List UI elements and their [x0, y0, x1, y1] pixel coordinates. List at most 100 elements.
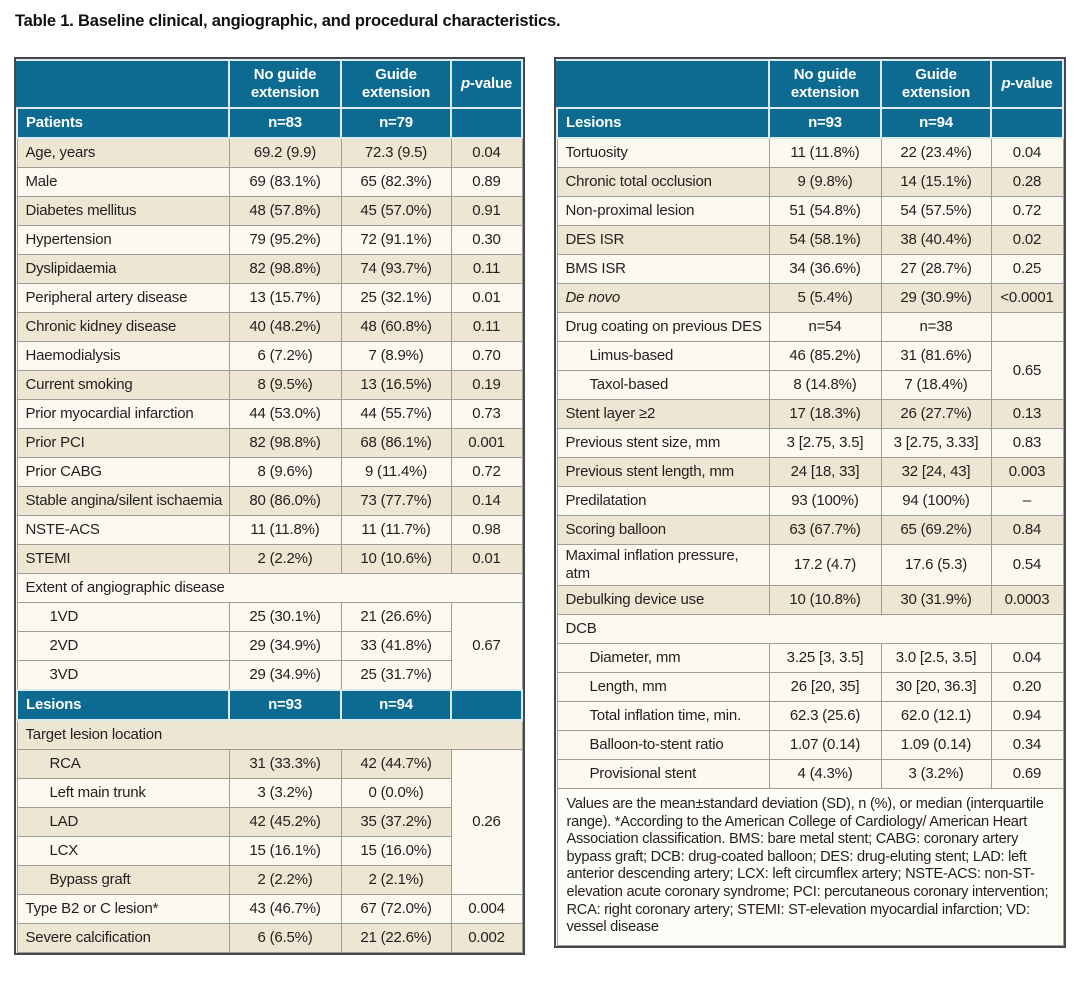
p-value-cell: 0.70 [450, 341, 523, 371]
p-value-cell: 0.13 [990, 399, 1064, 429]
p-value-cell: 0.04 [990, 137, 1064, 168]
left-column-header-row: No guide extension Guide extension p-val… [16, 59, 523, 109]
p-value-cell: 0.002 [450, 923, 523, 953]
value-cell: 3.25 [3, 3.5] [768, 643, 882, 673]
row-label: NSTE-ACS [16, 515, 230, 545]
value-cell: 65 (82.3%) [340, 167, 452, 197]
value-cell: 8 (14.8%) [768, 370, 882, 400]
value-cell: 80 (86.0%) [228, 486, 342, 516]
table-row: Male 69 (83.1%) 65 (82.3%) 0.89 [16, 167, 523, 197]
p-value-cell [990, 312, 1064, 342]
value-cell: 29 (34.9%) [228, 660, 342, 691]
p-value-cell: 0.72 [450, 457, 523, 487]
p-value-cell: 0.01 [450, 283, 523, 313]
table-row: Debulking device use 10 (10.8%) 30 (31.9%)… [556, 585, 1064, 615]
value-cell: 69.2 (9.9) [228, 137, 342, 168]
table-row: NSTE-ACS 11 (11.8%) 11 (11.7%) 0.98 [16, 515, 523, 545]
row-label: Debulking device use [556, 585, 770, 615]
p-value-cell: 0.01 [450, 544, 523, 574]
value-cell: 2 (2.1%) [340, 865, 452, 895]
table-row: Current smoking 8 (9.5%) 13 (16.5%) 0.19 [16, 370, 523, 400]
row-label: Scoring balloon [556, 515, 770, 545]
value-cell: 3 (3.2%) [228, 778, 342, 808]
table-row: Non-proximal lesion 51 (54.8%) 54 (57.5%) 0… [556, 196, 1064, 226]
table-row: Peripheral artery disease 13 (15.7%) 25 (3… [16, 283, 523, 313]
table-row: Left main trunk 3 (3.2%) 0 (0.0%) [16, 778, 522, 808]
value-cell: n=54 [768, 312, 882, 342]
group-label: Patients [16, 107, 230, 139]
p-value-cell: 0.25 [990, 254, 1064, 284]
value-cell: 33 (41.8%) [340, 631, 452, 661]
p-value-cell: 0.26 [450, 749, 523, 895]
p-value-cell: 0.28 [990, 167, 1064, 197]
value-cell: 26 (27.7%) [880, 399, 992, 429]
value-cell: 13 (16.5%) [340, 370, 452, 400]
p-value-cell: <0.0001 [990, 283, 1064, 313]
p-value-cell: 0.67 [450, 602, 523, 691]
row-label: Previous stent length, mm [556, 457, 770, 487]
p-value-cell: 0.004 [450, 894, 523, 924]
table-row: Severe calcification 6 (6.5%) 21 (22.6%) 0.… [16, 923, 523, 953]
value-cell: 73 (77.7%) [340, 486, 452, 516]
row-label: BMS ISR [556, 254, 770, 284]
table-row: Total inflation time, min. 62.3 (25.6) 62.… [556, 701, 1064, 731]
value-cell: 11 (11.7%) [340, 515, 452, 545]
row-label: Prior PCI [16, 428, 230, 458]
value-cell: 35 (37.2%) [340, 807, 452, 837]
group-header-row: Lesions n=93 n=94 [16, 689, 523, 721]
group-n1: n=93 [228, 689, 342, 721]
table-row: Taxol-based 8 (14.8%) 7 (18.4%) [556, 370, 1063, 400]
table-row: Scoring balloon 63 (67.7%) 65 (69.2%) 0.84 [556, 515, 1064, 545]
p-value-cell: 0.11 [450, 312, 523, 342]
table-row: Prior PCI 82 (98.8%) 68 (86.1%) 0.001 [16, 428, 523, 458]
p-value-cell: 0.84 [990, 515, 1064, 545]
table-row: STEMI 2 (2.2%) 10 (10.6%) 0.01 [16, 544, 523, 574]
table-row: 1VD 25 (30.1%) 21 (26.6%) 0.67 [16, 602, 523, 691]
table-row: 2VD 29 (34.9%) 33 (41.8%) [16, 631, 522, 661]
value-cell: 15 (16.0%) [340, 836, 452, 866]
group-header-row: Patients n=83 n=79 [16, 107, 523, 139]
p-value-cell: 0.02 [990, 225, 1064, 255]
table-row: RCA 31 (33.3%) 42 (44.7%) 0.26 [16, 749, 523, 895]
table-row: Age, years 69.2 (9.9) 72.3 (9.5) 0.04 [16, 137, 523, 168]
row-label: LAD [16, 807, 230, 837]
row-label: Haemodialysis [16, 341, 230, 371]
value-cell: 24 [18, 33] [768, 457, 882, 487]
value-cell: 67 (72.0%) [340, 894, 452, 924]
row-label: Maximal inflation pressure, atm [556, 544, 770, 586]
value-cell: 15 (16.1%) [228, 836, 342, 866]
corner-cell [16, 59, 230, 109]
group-label: Lesions [16, 689, 230, 721]
row-label: Predilatation [556, 486, 770, 516]
value-cell: 25 (31.7%) [340, 660, 452, 691]
row-label: LCX [16, 836, 230, 866]
value-cell: 46 (85.2%) [768, 341, 882, 371]
table-row: Hypertension 79 (95.2%) 72 (91.1%) 0.30 [16, 225, 523, 255]
row-label: Limus-based [556, 341, 770, 371]
table-row: Chronic total occlusion 9 (9.8%) 14 (15.1%… [556, 167, 1064, 197]
p-value-cell: 0.34 [990, 730, 1064, 760]
value-cell: 34 (36.6%) [768, 254, 882, 284]
row-label: Provisional stent [556, 759, 770, 789]
table-row: Prior myocardial infarction 44 (53.0%) 44 … [16, 399, 523, 429]
group-header-row: Lesions n=93 n=94 [556, 107, 1064, 139]
table-row: Diameter, mm 3.25 [3, 3.5] 3.0 [2.5, 3.5] 0… [556, 643, 1064, 673]
p-value-cell: 0.72 [990, 196, 1064, 226]
value-cell: 3 [2.75, 3.5] [768, 428, 882, 458]
group-empty [450, 689, 523, 721]
value-cell: 62.0 (12.1) [880, 701, 992, 731]
right-table: No guide extension Guide extension p-val… [556, 59, 1064, 946]
value-cell: 29 (34.9%) [228, 631, 342, 661]
row-label: DES ISR [556, 225, 770, 255]
table-row: 3VD 29 (34.9%) 25 (31.7%) [16, 660, 522, 691]
value-cell: 7 (8.9%) [340, 341, 452, 371]
col-header-guide: Guide extension [340, 59, 452, 109]
value-cell: 69 (83.1%) [228, 167, 342, 197]
table-row: Stable angina/silent ischaemia 80 (86.0%)… [16, 486, 523, 516]
row-label: Bypass graft [16, 865, 230, 895]
value-cell: 44 (53.0%) [228, 399, 342, 429]
row-label: Left main trunk [16, 778, 230, 808]
group-n2: n=94 [880, 107, 992, 139]
value-cell: 65 (69.2%) [880, 515, 992, 545]
p-value-cell: 0.89 [450, 167, 523, 197]
